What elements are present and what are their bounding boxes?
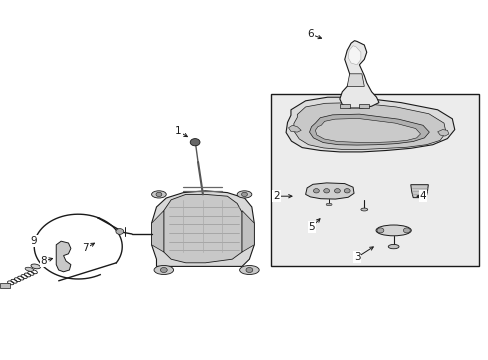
Circle shape	[156, 192, 162, 197]
Text: 8: 8	[41, 256, 47, 266]
Text: 4: 4	[419, 191, 426, 201]
Text: 7: 7	[82, 243, 89, 253]
Circle shape	[245, 267, 252, 273]
Ellipse shape	[360, 208, 367, 211]
Ellipse shape	[31, 264, 41, 269]
Polygon shape	[151, 191, 254, 266]
Circle shape	[323, 189, 329, 193]
Polygon shape	[288, 125, 301, 132]
Text: 6: 6	[306, 29, 313, 39]
Polygon shape	[315, 118, 420, 143]
Polygon shape	[305, 183, 353, 199]
Polygon shape	[347, 46, 360, 65]
Polygon shape	[163, 194, 242, 263]
Ellipse shape	[325, 203, 331, 206]
Ellipse shape	[237, 191, 251, 198]
Ellipse shape	[151, 191, 166, 198]
Text: 9: 9	[30, 236, 37, 246]
Polygon shape	[359, 104, 368, 108]
Ellipse shape	[375, 225, 410, 236]
Circle shape	[241, 192, 247, 197]
Ellipse shape	[154, 266, 173, 274]
Polygon shape	[151, 211, 163, 252]
Polygon shape	[339, 104, 349, 108]
Text: 5: 5	[308, 222, 315, 232]
Polygon shape	[410, 185, 427, 198]
Ellipse shape	[239, 266, 259, 274]
Polygon shape	[293, 103, 445, 149]
Circle shape	[160, 267, 167, 273]
Polygon shape	[339, 41, 378, 108]
Text: 1: 1	[175, 126, 182, 136]
Polygon shape	[242, 211, 254, 252]
Circle shape	[313, 189, 319, 193]
Ellipse shape	[387, 244, 398, 249]
Text: 3: 3	[353, 252, 360, 262]
Circle shape	[344, 189, 349, 193]
Bar	[0, 283, 10, 288]
Circle shape	[190, 139, 200, 146]
Polygon shape	[346, 74, 364, 86]
Circle shape	[376, 228, 383, 233]
Circle shape	[116, 229, 123, 234]
Polygon shape	[56, 241, 71, 272]
Polygon shape	[437, 130, 448, 136]
Circle shape	[403, 228, 409, 233]
Polygon shape	[309, 114, 428, 145]
Text: 2: 2	[272, 191, 279, 201]
Circle shape	[334, 189, 340, 193]
Ellipse shape	[25, 267, 34, 271]
Polygon shape	[285, 97, 454, 152]
Bar	[271, 94, 478, 266]
